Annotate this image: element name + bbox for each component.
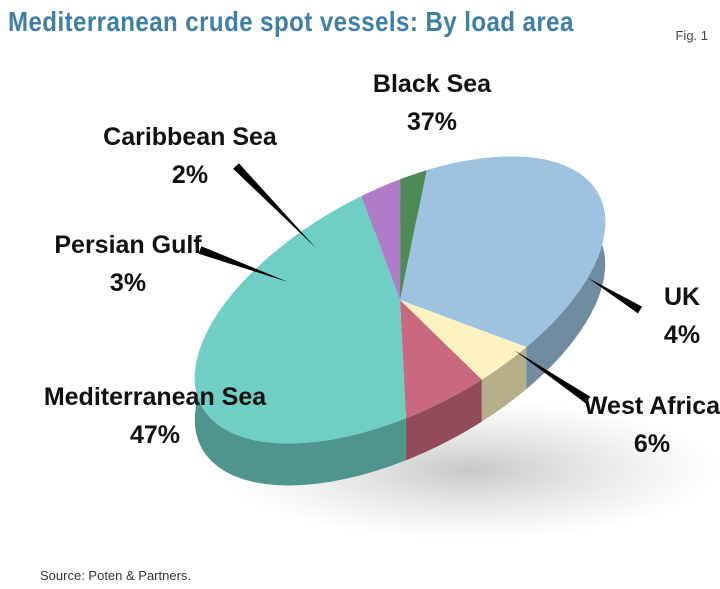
- label-west-africa: West Africa: [584, 392, 720, 420]
- slice-persian-gulf: [361, 179, 401, 300]
- slice-side-uk: [481, 347, 527, 422]
- slice-side-west-africa: [405, 379, 482, 461]
- slice-labels: Black Sea 37% UK 4% West Africa 6% Mediterrane…: [44, 70, 720, 458]
- value-uk: 4%: [664, 321, 700, 349]
- leader-persian-gulf: [198, 246, 288, 282]
- label-caribbean-sea: Caribbean Sea: [103, 123, 278, 151]
- label-uk: UK: [664, 283, 700, 311]
- slice-side-black-sea: [426, 156, 606, 390]
- value-mediterranean-sea: 47%: [130, 421, 180, 449]
- leader-west-africa: [514, 350, 591, 404]
- value-black-sea: 37%: [407, 108, 457, 136]
- slice-black-sea: [400, 156, 606, 348]
- label-persian-gulf: Persian Gulf: [54, 231, 202, 259]
- value-persian-gulf: 3%: [110, 269, 146, 297]
- leader-caribbean-sea: [233, 163, 316, 248]
- value-caribbean-sea: 2%: [172, 161, 208, 189]
- leader-lines: [198, 163, 643, 404]
- leader-uk: [588, 278, 643, 314]
- figure-label: Fig. 1: [675, 28, 708, 43]
- pie-slices: [194, 156, 606, 444]
- chart-title: Mediterranean crude spot vessels: By loa…: [8, 6, 574, 37]
- slice-west-africa: [400, 300, 482, 419]
- source-note: Source: Poten & Partners.: [40, 568, 192, 583]
- label-black-sea: Black Sea: [373, 70, 492, 98]
- slice-caribbean-sea: [400, 170, 427, 300]
- slice-uk: [400, 300, 527, 380]
- slice-mediterranean-sea: [194, 196, 406, 444]
- label-mediterranean-sea: Mediterranean Sea: [44, 383, 267, 411]
- value-west-africa: 6%: [634, 430, 670, 458]
